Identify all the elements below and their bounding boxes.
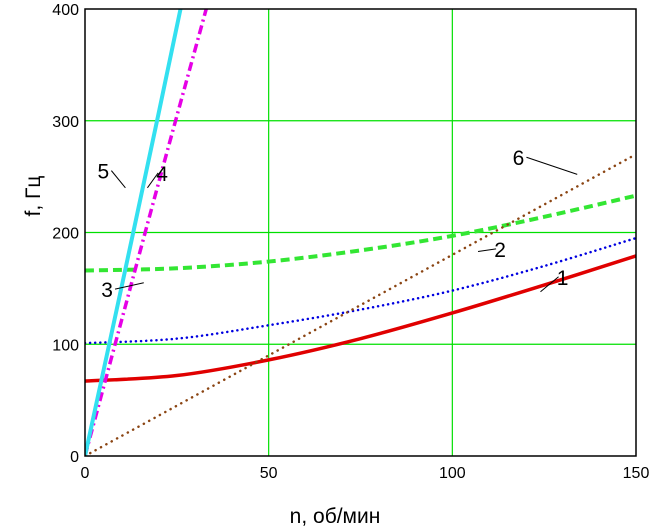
series-line-3 [85, 193, 636, 273]
x-tick-label: 0 [81, 465, 90, 482]
curve-label-5: 5 [98, 161, 110, 184]
tick-labels: 0 50 100 150 0 100 200 300 400 [52, 2, 649, 482]
leader-line-5 [110, 170, 126, 189]
plot-frame [84, 8, 637, 457]
curve-label-2: 2 [494, 239, 506, 262]
y-tick-label: 0 [70, 449, 79, 466]
x-tick-label: 150 [623, 465, 650, 482]
curves [85, 9, 636, 456]
leader-line-3 [114, 282, 144, 290]
leader-line-2 [477, 248, 497, 252]
y-axis-label: f, Гц [22, 176, 45, 217]
curve-labels: 1 2 3 4 5 6 [98, 147, 569, 302]
curve-label-3: 3 [101, 279, 113, 302]
leader-line-6 [526, 156, 578, 175]
leader-line-4 [147, 172, 159, 189]
curve-label-4: 4 [156, 163, 168, 186]
series-line-6 [85, 153, 636, 456]
x-tick-label: 50 [260, 465, 278, 482]
y-tick-label: 300 [52, 114, 79, 131]
series-line-2 [85, 236, 636, 345]
curve-label-6: 6 [513, 147, 525, 170]
leader-line-1 [540, 276, 559, 293]
x-tick-label: 100 [439, 465, 466, 482]
series-line-1 [85, 254, 636, 383]
curve-label-1: 1 [557, 267, 569, 290]
y-tick-label: 200 [52, 226, 79, 243]
y-tick-label: 400 [52, 2, 79, 19]
y-tick-label: 100 [52, 337, 79, 354]
x-axis-label: n, об/мин [290, 505, 381, 528]
label-leaders [110, 156, 578, 293]
series-line-5 [85, 9, 183, 456]
